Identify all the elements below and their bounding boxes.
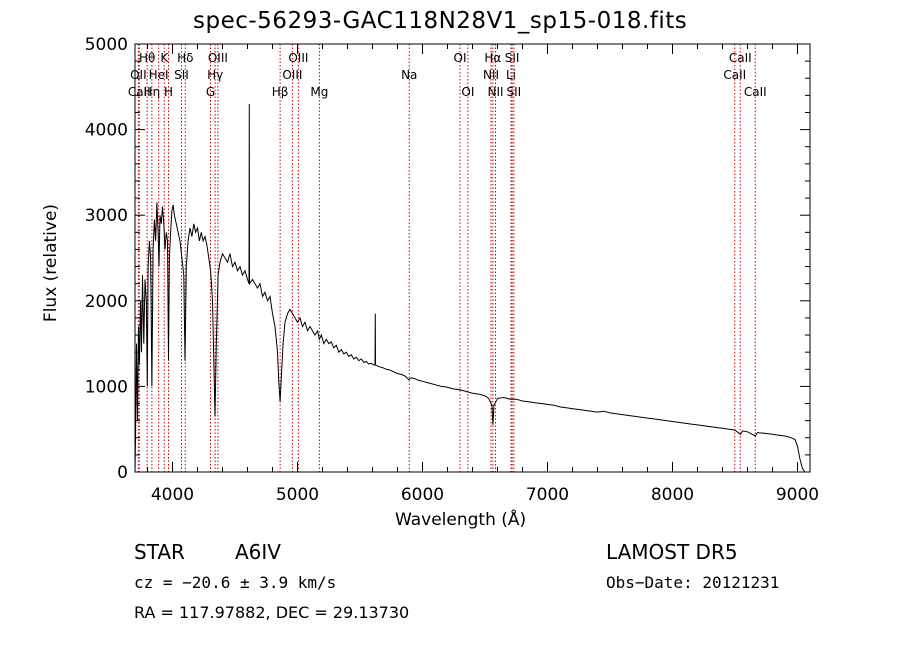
x-tick-label-5: 9000 xyxy=(776,485,819,505)
y-tick-label-0: 0 xyxy=(117,463,128,483)
line-marker-label-16: Na xyxy=(401,68,417,82)
line-marker-label-14: OIII xyxy=(282,68,302,82)
line-marker-label-4: HeI xyxy=(149,68,169,82)
line-marker-label-24: SII xyxy=(507,85,522,99)
spectrum-line xyxy=(134,103,806,473)
line-marker-label-3: Hη xyxy=(144,85,161,99)
line-marker-label-19: Hα xyxy=(484,51,501,65)
line-marker-label-17: OI xyxy=(454,51,467,65)
line-marker-label-9: OIII xyxy=(208,51,228,65)
object-class: STAR xyxy=(134,540,185,564)
y-tick-label-1: 1000 xyxy=(85,377,128,397)
y-tick-label-5: 5000 xyxy=(85,35,128,55)
line-marker-label-7: H xyxy=(164,85,173,99)
line-marker-label-23: Li xyxy=(506,68,516,82)
plot-frame xyxy=(134,43,811,473)
x-tick-label-4: 8000 xyxy=(651,485,694,505)
survey-label: LAMOST DR5 xyxy=(606,540,738,564)
line-marker-label-20: NII xyxy=(483,68,499,82)
line-marker-label-21: NII xyxy=(487,85,503,99)
line-marker-label-6: SII xyxy=(174,68,189,82)
line-marker-label-8: Hδ xyxy=(177,51,193,65)
line-marker-label-22: SII xyxy=(505,51,520,65)
y-tick-label-4: 4000 xyxy=(85,121,128,141)
line-marker-label-26: CaII xyxy=(723,68,746,82)
x-tick-label-1: 5000 xyxy=(276,485,319,505)
line-marker-label-10: Hγ xyxy=(207,68,223,82)
line-marker-label-25: CaII xyxy=(729,51,752,65)
axes: 4000 5000 6000 7000 8000 9000 0 1000 2000 3000 400… xyxy=(85,35,819,505)
obs-date: Obs−Date: 20121231 xyxy=(606,573,780,592)
line-marker-label-2: CaII xyxy=(128,85,151,99)
line-marker-label-12: Hβ xyxy=(272,85,289,99)
y-tick-label-2: 2000 xyxy=(85,292,128,312)
y-axis-label: Flux (relative) xyxy=(41,203,61,323)
chart-title: spec-56293-GAC118N28V1_sp15-018.fits xyxy=(193,8,688,34)
x-axis-label: Wavelength (Å) xyxy=(395,510,527,530)
line-marker-label-11: G xyxy=(206,85,215,99)
line-marker-label-18: OI xyxy=(461,85,474,99)
x-tick-label-2: 6000 xyxy=(401,485,444,505)
line-marker-label-13: OIII xyxy=(288,51,308,65)
object-subclass: A6IV xyxy=(235,540,281,564)
line-marker-label-0: Hθ xyxy=(139,51,155,65)
x-tick-label-0: 4000 xyxy=(151,485,194,505)
line-markers xyxy=(137,44,756,472)
line-marker-label-1: OII xyxy=(130,68,147,82)
coordinates: RA = 117.97882, DEC = 29.13730 xyxy=(134,603,410,622)
line-marker-label-27: CaII xyxy=(744,85,767,99)
line-marker-label-15: Mg xyxy=(310,85,328,99)
x-tick-label-3: 7000 xyxy=(526,485,569,505)
redshift-value: cz = −20.6 ± 3.9 km/s xyxy=(134,573,337,592)
line-marker-label-5: K xyxy=(160,51,169,65)
y-tick-label-3: 3000 xyxy=(85,206,128,226)
